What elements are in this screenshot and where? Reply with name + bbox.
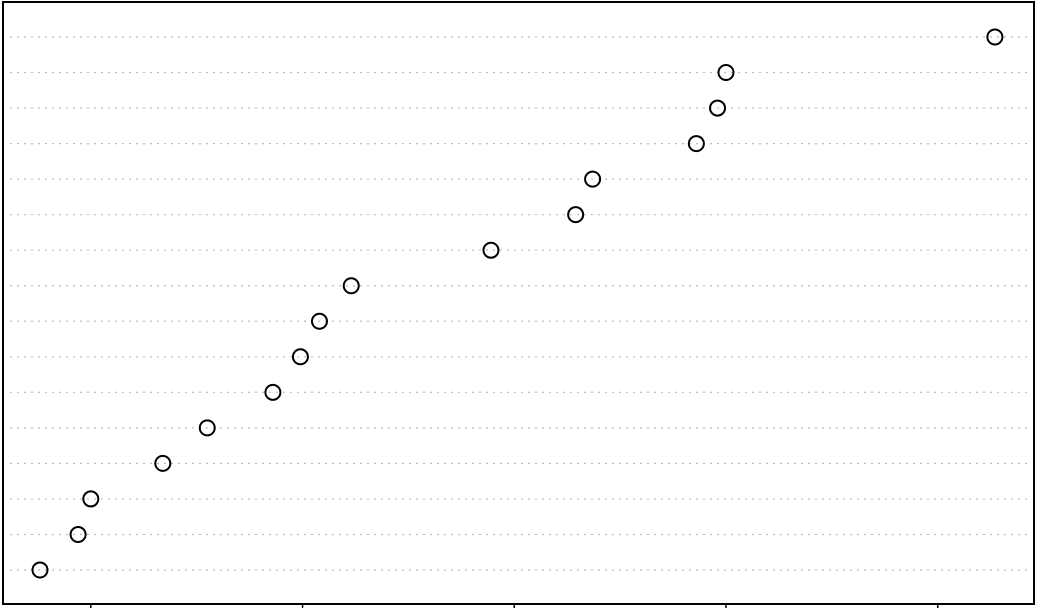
- dot: [986, 28, 1004, 46]
- dot: [31, 561, 49, 579]
- dot: [82, 490, 100, 508]
- dot: [482, 241, 500, 259]
- dot: [687, 135, 705, 153]
- dot: [310, 312, 328, 330]
- dot: [291, 348, 309, 366]
- dot: [264, 383, 282, 401]
- dot: [709, 99, 727, 117]
- dot: [69, 525, 87, 543]
- dot: [567, 206, 585, 224]
- dot: [154, 454, 172, 472]
- dot: [342, 277, 360, 295]
- dot: [198, 419, 216, 437]
- dot: [584, 170, 602, 188]
- dot: [717, 64, 735, 82]
